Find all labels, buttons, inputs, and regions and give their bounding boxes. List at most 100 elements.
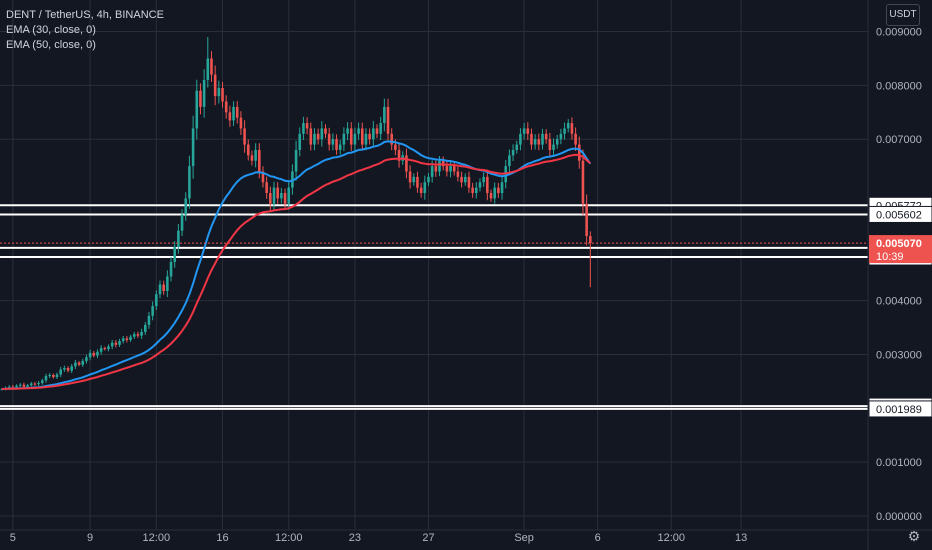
candle-body (283, 193, 287, 204)
y-tick-label: 0.004000 (876, 296, 922, 308)
candle-body (364, 133, 368, 145)
candle (515, 140, 519, 154)
candle (155, 290, 158, 311)
candle-body (427, 176, 430, 183)
candle (508, 149, 511, 172)
candle-body (258, 149, 261, 172)
candle (463, 173, 467, 186)
candle (136, 331, 140, 339)
candle-body (581, 160, 585, 204)
candle-body (346, 128, 349, 134)
candle-body (77, 362, 81, 365)
candle (309, 122, 313, 151)
level-label: 0.005602 (876, 209, 922, 221)
candle (467, 171, 471, 193)
candle (589, 231, 592, 288)
candle (552, 138, 555, 157)
candle-body (81, 360, 85, 365)
ema50-legend[interactable]: EMA (50, close, 0) (6, 39, 96, 51)
price-axis[interactable]: 0.000000 0.001000 0.003000 0.004000 0.007000… (867, 0, 932, 550)
candle (397, 143, 401, 168)
candle (349, 122, 353, 151)
ema-lines (1, 140, 592, 390)
candle (408, 165, 412, 189)
candle (44, 373, 48, 383)
candle (497, 182, 500, 198)
candle (180, 209, 184, 237)
candle-body (74, 362, 77, 367)
candle (327, 127, 331, 151)
candle-body (132, 334, 136, 337)
currency-button[interactable]: USDT (886, 4, 920, 26)
candle-body (331, 139, 335, 145)
candle-body (188, 166, 191, 199)
candle (335, 134, 338, 155)
candle-body (276, 187, 279, 199)
candle-body (184, 198, 188, 215)
candle (489, 189, 493, 202)
candle (493, 182, 496, 204)
candle-body (217, 88, 221, 97)
candle-body (563, 128, 566, 134)
candle-body (574, 133, 577, 145)
x-tick-label: 13 (735, 532, 747, 544)
candle-body (555, 139, 559, 145)
candle-body (405, 155, 408, 172)
candle (368, 128, 371, 145)
candle (221, 81, 224, 108)
candle-body (445, 166, 449, 172)
candle-body (250, 155, 254, 161)
candle-body (162, 284, 165, 291)
candle (250, 150, 254, 166)
candle-body (99, 348, 103, 352)
candle (265, 176, 268, 199)
candle (132, 331, 136, 339)
candle-body (18, 384, 22, 386)
candle-body (195, 90, 199, 129)
ema30-legend[interactable]: EMA (30, close, 0) (6, 24, 96, 36)
candle (96, 349, 99, 359)
candle (305, 117, 309, 135)
candle (184, 192, 188, 221)
candle-body (386, 106, 390, 134)
candle-body (541, 133, 544, 145)
candle-body (254, 149, 257, 161)
candle-body (63, 367, 66, 370)
candle (419, 182, 423, 198)
candle-body (92, 352, 96, 356)
candle-body (438, 160, 441, 172)
candle-body (243, 128, 246, 145)
time-axis[interactable]: 5 9 12:00 16 12:00 23 27 Sep 6 12:00 13 (0, 529, 932, 544)
x-tick-label: Sep (514, 532, 534, 544)
candle (140, 328, 143, 339)
candle-body (335, 139, 338, 150)
candle (511, 144, 515, 161)
candle (235, 101, 239, 124)
candle (522, 122, 526, 140)
candle-body (548, 139, 552, 150)
candle (52, 373, 55, 379)
x-tick-label: 12:00 (275, 532, 303, 544)
candle-body (221, 88, 224, 102)
candle (239, 111, 243, 135)
candle-body (88, 352, 92, 358)
candle-body (309, 128, 313, 145)
candle (412, 173, 416, 186)
candle-body (110, 342, 114, 347)
candle-body (522, 128, 526, 134)
candle-body (357, 128, 360, 134)
candle-body (177, 230, 180, 247)
candle-body (246, 144, 250, 156)
last-price-label: 0.005070 (876, 238, 922, 250)
candle (360, 122, 364, 151)
candle-body (158, 284, 162, 295)
candle (533, 134, 537, 150)
candle (386, 98, 390, 142)
symbol-title[interactable]: DENT / TetherUS, 4h, BINANCE (6, 9, 164, 21)
candle-body (412, 176, 416, 183)
ema30-line (1, 140, 592, 390)
candle (313, 128, 316, 151)
candle (33, 381, 37, 386)
gear-icon[interactable]: ⚙ (907, 528, 921, 544)
